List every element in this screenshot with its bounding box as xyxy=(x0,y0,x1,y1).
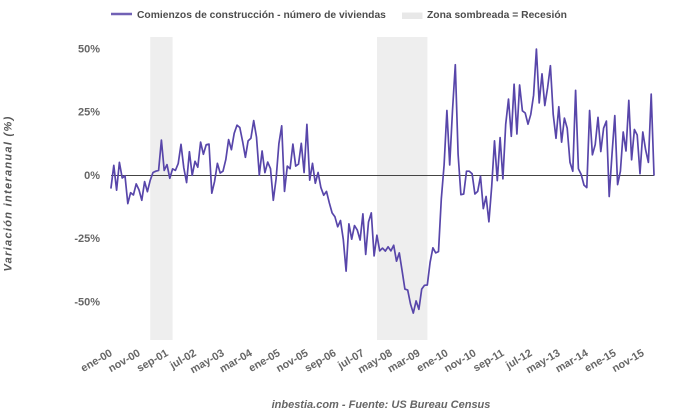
svg-text:Variación interanual (%): Variación interanual (%) xyxy=(3,115,15,271)
svg-text:inbestia.com - Fuente: US Bure: inbestia.com - Fuente: US Bureau Census xyxy=(272,399,491,411)
svg-text:Comienzos de construcción - nú: Comienzos de construcción - número de vi… xyxy=(137,10,386,21)
svg-text:-25%: -25% xyxy=(74,233,100,245)
svg-text:25%: 25% xyxy=(78,107,100,119)
svg-text:0%: 0% xyxy=(84,170,100,182)
svg-text:50%: 50% xyxy=(78,44,100,56)
svg-text:Zona sombreada = Recesión: Zona sombreada = Recesión xyxy=(427,10,567,21)
svg-text:-50%: -50% xyxy=(74,297,100,309)
